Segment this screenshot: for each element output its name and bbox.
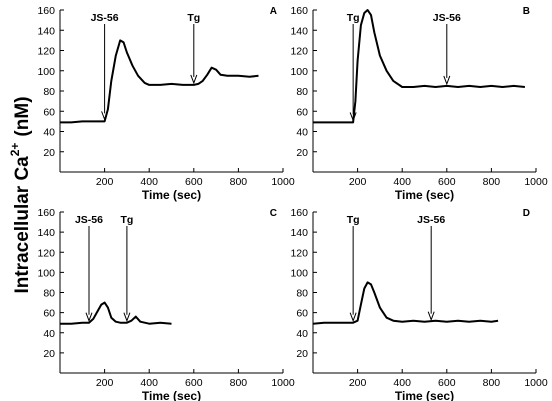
panel-c-x-tick-label: 400 — [140, 377, 158, 389]
panel-c-annotation-arrowhead — [123, 312, 131, 323]
panel-b-x-tick-label: 400 — [393, 176, 411, 188]
panel-d-y-tick-label: 80 — [296, 288, 308, 300]
panel-b-x-tick-label: 200 — [349, 176, 367, 188]
panel-d-y-tick-label: 160 — [290, 207, 308, 219]
panel-a-label: A — [270, 6, 277, 17]
panel-a-series-line — [60, 39, 259, 124]
panel-b-y-tick-label: 20 — [296, 147, 308, 159]
panel-c-annotation-label: JS-56 — [75, 214, 103, 226]
panel-c-y-tick-label: 160 — [37, 207, 55, 219]
panel-d-x-tick-label: 200 — [349, 377, 367, 389]
panel-d-y-tick-label: 60 — [296, 308, 308, 320]
panel-a-y-tick-label: 20 — [43, 147, 55, 159]
panel-a-x-tick-label: 800 — [230, 176, 248, 188]
panel-c-x-axis-title: Time (sec) — [142, 389, 201, 401]
y-axis-title-unit: (nM) — [12, 96, 33, 136]
panel-b-x-tick-label: 600 — [438, 176, 456, 188]
panel-c-y-tick-label: 80 — [43, 288, 55, 300]
panel-c-y-tick-label: 20 — [43, 348, 55, 360]
panel-c-x-tick-label: 1000 — [271, 377, 295, 389]
panel-a-x-axis-title: Time (sec) — [142, 188, 201, 202]
panel-d: 20 40 60 80 100 120 140 160 200 400 600 800 1000 Time… — [290, 207, 547, 401]
panel-c: 20 40 60 80 100 120 140 160 200 400 600 800 1000 Time… — [37, 207, 294, 401]
panel-d-label: D — [523, 208, 530, 219]
panel-b-y-tick-label: 40 — [296, 127, 308, 139]
panel-a-annotation-arrowhead — [101, 111, 109, 121]
panel-a-annotation-arrowhead — [190, 74, 198, 85]
panel-b-annotation-label: JS-56 — [433, 12, 461, 24]
panel-a-y-tick-label: 80 — [43, 86, 55, 98]
panel-d-x-tick-label: 400 — [393, 377, 411, 389]
panel-c-x-tick-label: 600 — [185, 377, 203, 389]
panel-d-x-tick-label: 600 — [438, 377, 456, 389]
panel-c-series-line — [60, 301, 172, 325]
panel-d-y-tick-label: 140 — [290, 227, 308, 239]
panel-a-x-tick-label: 400 — [140, 176, 158, 188]
panel-b-y-tick-label: 140 — [290, 25, 308, 37]
panel-c-y-tick-label: 120 — [37, 247, 55, 259]
panel-a: 20 40 60 80 100 120 140 160 200 400 600 800 1000 Time… — [37, 5, 294, 202]
panel-c-y-tick-label: 40 — [43, 328, 55, 340]
panel-a-y-tick-label: 100 — [37, 66, 55, 78]
panel-c-x-tick-label: 200 — [96, 377, 114, 389]
panel-b-y-tick-label: 100 — [290, 66, 308, 78]
y-axis-title-main: Intracellular Ca — [12, 156, 33, 294]
panel-a-y-tick-label: 40 — [43, 127, 55, 139]
panel-c-x-tick-label: 800 — [230, 377, 248, 389]
panel-d-x-tick-label: 1000 — [524, 377, 548, 389]
panel-a-x-tick-label: 600 — [185, 176, 203, 188]
panel-a-y-tick-label: 160 — [37, 5, 55, 17]
panel-b-series-line — [313, 9, 525, 124]
panel-b-label: B — [523, 6, 530, 17]
panel-b-x-tick-label: 1000 — [524, 176, 548, 188]
panel-a-y-tick-label: 60 — [43, 106, 55, 118]
panel-c-annotation-label: Tg — [120, 214, 133, 226]
panel-c-y-tick-label: 100 — [37, 267, 55, 279]
panel-b-x-axis-title: Time (sec) — [395, 188, 454, 202]
panel-a-y-tick-label: 120 — [37, 46, 55, 58]
panel-a-annotation-label: Tg — [187, 12, 200, 24]
panel-b-y-tick-label: 120 — [290, 46, 308, 58]
panel-c-label: C — [270, 208, 277, 219]
panel-c-y-tick-label: 60 — [43, 308, 55, 320]
panel-d-annotation-label: Tg — [347, 214, 360, 226]
panel-d-x-tick-label: 800 — [483, 377, 501, 389]
panel-b-y-tick-label: 80 — [296, 86, 308, 98]
panel-b-y-tick-label: 160 — [290, 5, 308, 17]
panel-a-annotation-label: JS-56 — [91, 12, 119, 24]
panel-b-annotation-label: Tg — [347, 12, 360, 24]
panel-a-x-tick-label: 1000 — [271, 176, 295, 188]
panel-a-x-tick-label: 200 — [96, 176, 114, 188]
panel-d-y-tick-label: 100 — [290, 267, 308, 279]
panel-b-y-tick-label: 60 — [296, 106, 308, 118]
panel-b-annotation-arrowhead — [349, 112, 357, 122]
panel-d-series-line — [312, 281, 499, 325]
panel-a-y-tick-label: 140 — [37, 25, 55, 37]
panel-d-y-tick-label: 40 — [296, 328, 308, 340]
panel-c-y-tick-label: 140 — [37, 227, 55, 239]
panel-b-annotation-arrowhead — [443, 75, 451, 86]
panel-b-x-tick-label: 800 — [483, 176, 501, 188]
panel-b: 20 40 60 80 100 120 140 160 200 400 600 800 1000 Time… — [290, 5, 547, 202]
panel-d-y-tick-label: 20 — [296, 348, 308, 360]
panel-d-annotation-label: JS-56 — [417, 214, 445, 226]
y-axis-title-superscript: 2+ — [8, 143, 22, 157]
panel-d-x-axis-title: Time (sec) — [395, 389, 454, 401]
panel-d-annotation-arrowhead — [349, 312, 357, 323]
panels: 20 40 60 80 100 120 140 160 200 400 600 800 1000 Time… — [37, 5, 547, 401]
panel-d-y-tick-label: 120 — [290, 247, 308, 259]
panel-c-annotation-arrowhead — [85, 312, 93, 323]
panel-d-annotation-arrowhead — [427, 311, 435, 322]
y-axis-title: Intracellular Ca2+ (nM) — [8, 96, 33, 293]
